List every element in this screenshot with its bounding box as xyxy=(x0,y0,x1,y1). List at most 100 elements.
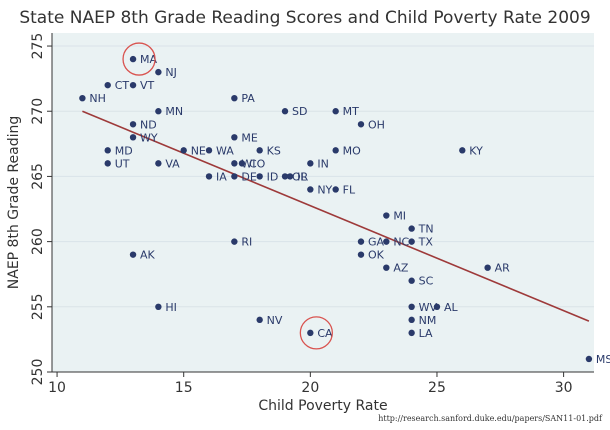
data-point-il xyxy=(286,173,294,180)
point-label-va: VA xyxy=(165,157,180,170)
point-label-fl: FL xyxy=(343,183,356,196)
y-axis-label: NAEP 8th Grade Reading xyxy=(6,116,22,289)
data-point-az xyxy=(383,264,390,271)
point-label-nv: NV xyxy=(267,314,283,327)
point-label-nm: NM xyxy=(419,314,437,327)
data-point-hi xyxy=(155,303,162,311)
point-label-ok: OK xyxy=(368,249,385,262)
data-point-me xyxy=(231,134,238,141)
point-label-ks: KS xyxy=(267,144,281,157)
data-point-ia xyxy=(205,173,213,180)
data-point-nc xyxy=(383,238,390,245)
y-tick-label: 275 xyxy=(30,33,46,60)
point-label-mt: MT xyxy=(343,105,359,118)
point-label-tn: TN xyxy=(418,223,434,236)
data-point-sd xyxy=(281,108,289,115)
x-axis-label: Child Poverty Rate xyxy=(258,398,387,414)
point-label-de: DE xyxy=(241,170,256,183)
data-point-in xyxy=(307,160,314,167)
data-point-mt xyxy=(332,108,339,115)
data-point-ak xyxy=(129,251,137,258)
point-label-wy: WY xyxy=(140,131,158,144)
source-note: http://research.sanford.duke.edu/papers/… xyxy=(378,414,602,423)
x-tick-label: 30 xyxy=(555,380,573,396)
point-label-wv: WV xyxy=(419,301,438,314)
highlight-circle-ca xyxy=(299,316,333,350)
y-tick-label: 250 xyxy=(30,359,46,386)
x-tick-label: 25 xyxy=(428,380,446,396)
y-tick-label: 270 xyxy=(30,98,46,125)
data-point-wy xyxy=(129,134,137,141)
point-label-ny: NY xyxy=(317,183,332,196)
point-label-pa: PA xyxy=(241,92,255,105)
data-point-mi xyxy=(383,212,390,219)
point-label-nj: NJ xyxy=(165,66,176,79)
data-point-de xyxy=(231,173,238,180)
point-label-ca: CA xyxy=(317,327,333,340)
point-label-hi: HI xyxy=(165,301,177,314)
point-label-me: ME xyxy=(241,131,257,144)
data-point-tn xyxy=(408,225,415,232)
point-label-co: CO xyxy=(249,157,266,170)
data-point-or xyxy=(281,173,289,180)
point-label-or: OR xyxy=(292,170,309,183)
point-label-tx: TX xyxy=(418,236,434,249)
point-label-mo: MO xyxy=(343,144,361,157)
point-label-ms: MS xyxy=(596,353,610,366)
data-point-co xyxy=(238,160,246,167)
data-point-wa xyxy=(205,147,213,154)
point-label-ne: NE xyxy=(191,144,206,157)
point-label-ut: UT xyxy=(115,157,130,170)
data-point-ks xyxy=(256,147,263,154)
point-label-az: AZ xyxy=(393,262,409,275)
y-tick-label: 255 xyxy=(30,293,46,320)
point-label-al: AL xyxy=(444,301,459,314)
point-label-ma: MA xyxy=(140,53,157,66)
plot-area xyxy=(52,33,594,372)
data-point-nj xyxy=(155,68,162,76)
y-tick-label: 260 xyxy=(30,228,46,255)
point-label-ar: AR xyxy=(495,262,511,275)
data-point-ar xyxy=(484,264,491,271)
chart-title: State NAEP 8th Grade Reading Scores and … xyxy=(19,8,591,28)
point-label-wi: WI xyxy=(241,157,255,170)
data-point-nh xyxy=(79,94,86,102)
data-point-sc xyxy=(408,277,415,284)
data-point-mn xyxy=(155,108,162,115)
data-point-ms xyxy=(585,355,593,363)
point-label-il: IL xyxy=(297,170,307,183)
data-point-fl xyxy=(332,186,339,193)
data-point-ne xyxy=(180,147,187,154)
point-label-nd: ND xyxy=(140,118,157,131)
data-point-al xyxy=(433,303,441,311)
y-tick-label: 265 xyxy=(30,163,46,190)
data-point-wi xyxy=(231,160,238,167)
data-point-ut xyxy=(104,160,111,167)
data-point-ri xyxy=(231,238,238,245)
point-label-mi: MI xyxy=(393,210,406,223)
data-point-ct xyxy=(104,81,111,89)
point-label-ky: KY xyxy=(469,144,483,157)
data-point-la xyxy=(408,329,415,337)
point-label-id: ID xyxy=(267,170,279,183)
data-point-ga xyxy=(357,238,365,245)
point-label-in: IN xyxy=(317,157,328,170)
point-label-nh: NH xyxy=(89,92,106,105)
data-point-nv xyxy=(256,316,263,324)
point-label-sd: SD xyxy=(292,105,307,118)
point-label-la: LA xyxy=(419,327,433,340)
data-point-id xyxy=(256,173,263,180)
data-point-tx xyxy=(408,238,415,245)
x-tick-label: 20 xyxy=(301,380,319,396)
data-point-nm xyxy=(408,316,415,324)
point-label-ga: GA xyxy=(368,236,385,249)
data-point-oh xyxy=(357,121,365,128)
data-point-nd xyxy=(129,121,137,128)
data-point-ny xyxy=(307,186,314,193)
data-point-mo xyxy=(332,147,339,154)
data-point-ca xyxy=(307,329,314,337)
point-label-wa: WA xyxy=(216,144,234,157)
data-point-va xyxy=(155,160,162,167)
